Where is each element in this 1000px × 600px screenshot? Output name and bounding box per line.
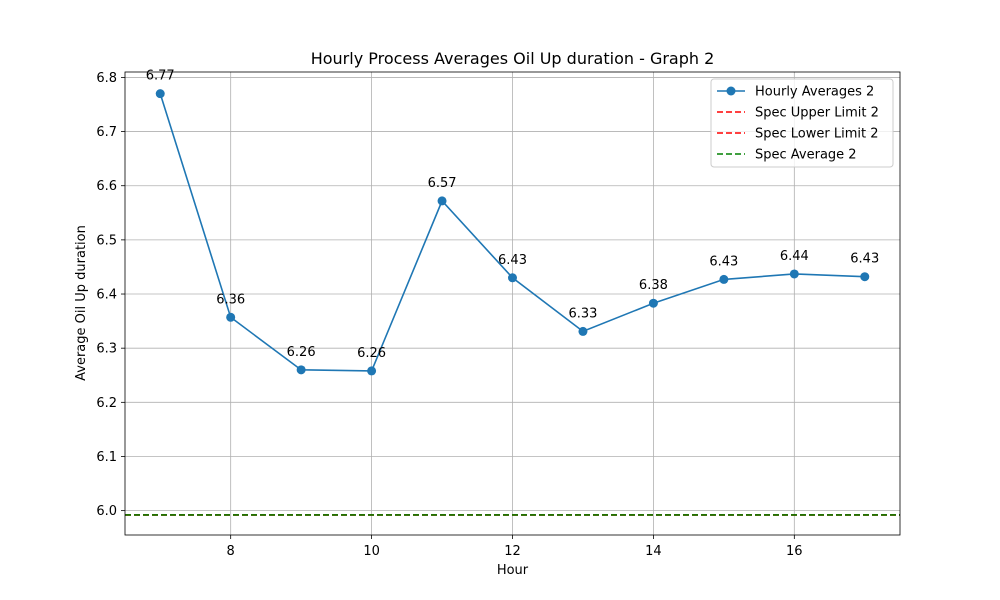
legend-box bbox=[710, 78, 894, 168]
data-label: 6.33 bbox=[568, 306, 597, 321]
data-label: 6.38 bbox=[639, 278, 668, 293]
legend-label: Spec Average 2 bbox=[755, 148, 857, 163]
data-point bbox=[719, 274, 729, 284]
data-point bbox=[578, 326, 588, 336]
data-point bbox=[860, 272, 870, 282]
data-point bbox=[367, 366, 377, 376]
y-axis-label: Average Oil Up duration bbox=[74, 225, 89, 381]
x-axis-label: Hour bbox=[497, 563, 529, 578]
data-point bbox=[155, 89, 165, 99]
y-tick-label: 6.3 bbox=[96, 342, 117, 357]
data-label: 6.26 bbox=[357, 346, 386, 361]
data-point bbox=[437, 196, 447, 206]
y-tick-label: 6.5 bbox=[96, 233, 117, 248]
data-label: 6.26 bbox=[287, 345, 316, 360]
data-point bbox=[648, 298, 658, 308]
y-tick-label: 6.4 bbox=[96, 288, 117, 303]
y-tick-label: 6.0 bbox=[96, 504, 117, 519]
series: 6.77 6.36 6.26 6.26 6.57 6.43 6.33 6.38 6.43 6.44… bbox=[146, 69, 879, 376]
legend-swatch-marker bbox=[726, 86, 736, 96]
data-point bbox=[508, 273, 517, 283]
legend-label: Spec Upper Limit 2 bbox=[755, 106, 879, 121]
data-label: 6.57 bbox=[428, 176, 457, 191]
data-label: 6.43 bbox=[498, 253, 527, 268]
data-label: 6.43 bbox=[850, 252, 879, 267]
legend-label: Hourly Averages 2 bbox=[755, 85, 874, 100]
y-tick-label: 6.8 bbox=[96, 71, 117, 86]
chart-title: Hourly Process Averages Oil Up duration … bbox=[311, 49, 715, 68]
y-tick-label: 6.7 bbox=[96, 125, 117, 140]
data-label: 6.44 bbox=[780, 249, 809, 264]
y-tick-label: 6.2 bbox=[96, 396, 117, 411]
data-label: 6.36 bbox=[216, 292, 245, 307]
x-tick-label: 8 bbox=[227, 544, 235, 559]
grid bbox=[125, 72, 900, 535]
data-point bbox=[789, 269, 799, 279]
x-tick-label: 10 bbox=[363, 544, 380, 559]
axes: 8 10 12 14 16 6.0 6.1 6.2 6.3 6.4 6.5 6.6 6.7 6.8 bbox=[96, 71, 901, 559]
y-tick-label: 6.1 bbox=[96, 450, 117, 465]
data-label: 6.43 bbox=[709, 254, 738, 269]
x-tick-label: 14 bbox=[645, 544, 662, 559]
data-label: 6.77 bbox=[146, 69, 175, 84]
x-tick-label: 12 bbox=[504, 544, 521, 559]
legend-label: Spec Lower Limit 2 bbox=[755, 127, 879, 142]
y-tick-label: 6.6 bbox=[96, 179, 117, 194]
x-tick-label: 16 bbox=[786, 544, 803, 559]
data-point bbox=[226, 312, 236, 322]
data-point bbox=[296, 365, 306, 375]
legend: Hourly Averages 2 Spec Upper Limit 2 Spec … bbox=[710, 78, 894, 168]
plot-frame bbox=[124, 71, 901, 536]
